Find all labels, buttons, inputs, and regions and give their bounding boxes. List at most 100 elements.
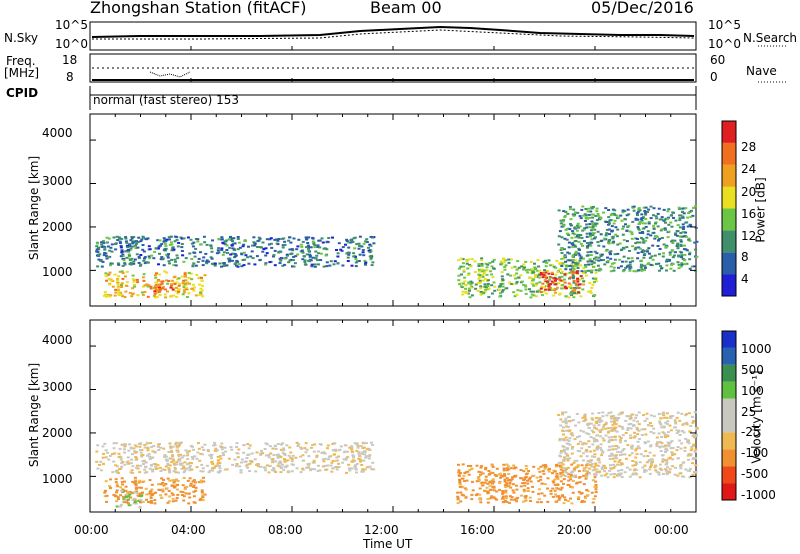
echo-cell xyxy=(554,266,558,269)
echo-cell xyxy=(508,484,511,487)
echo-cell xyxy=(575,263,579,266)
echo-cell xyxy=(609,219,613,222)
echo-cell xyxy=(196,451,200,454)
echo-cell xyxy=(599,233,603,236)
echo-cell xyxy=(507,473,511,475)
echo-cell xyxy=(124,250,128,253)
echo-cell xyxy=(175,461,179,464)
echo-cell xyxy=(658,420,662,423)
echo-cell xyxy=(571,290,575,293)
echo-cell xyxy=(211,463,215,465)
echo-cell xyxy=(193,481,197,484)
echo-cell xyxy=(182,289,186,292)
echo-cell xyxy=(190,258,194,260)
echo-cell xyxy=(577,252,581,255)
echo-cell xyxy=(661,454,665,457)
echo-cell xyxy=(157,449,161,451)
echo-cell xyxy=(269,237,273,240)
echo-cell xyxy=(598,218,602,221)
power-cb-tick-20: 20 xyxy=(741,185,757,199)
echo-cell xyxy=(181,491,185,494)
echo-cell xyxy=(619,472,623,475)
echo-cell xyxy=(603,263,607,266)
echo-cell xyxy=(660,228,664,231)
echo-cell xyxy=(477,273,481,276)
echo-cell xyxy=(326,464,330,467)
echo-cell xyxy=(186,281,190,284)
echo-cell xyxy=(285,444,289,447)
echo-cell xyxy=(571,244,575,246)
echo-cell xyxy=(562,219,566,222)
power-echo-region-5 xyxy=(557,205,699,273)
echo-cell xyxy=(634,217,638,220)
echo-cell xyxy=(333,442,337,445)
echo-cell xyxy=(591,205,595,208)
echo-cell xyxy=(303,261,307,263)
echo-cell xyxy=(680,429,684,432)
echo-cell xyxy=(537,265,541,268)
echo-cell xyxy=(365,241,369,243)
echo-cell xyxy=(589,290,592,293)
echo-cell xyxy=(639,266,643,269)
echo-cell xyxy=(688,258,692,261)
echo-cell xyxy=(233,242,237,245)
echo-cell xyxy=(291,249,295,252)
echo-cell xyxy=(457,463,460,466)
echo-cell xyxy=(574,283,578,286)
echo-cell xyxy=(579,492,583,495)
echo-cell xyxy=(103,491,107,494)
echo-cell xyxy=(498,472,502,475)
echo-cell xyxy=(148,257,152,260)
echo-cell xyxy=(184,283,188,285)
echo-cell xyxy=(559,418,563,421)
echo-cell xyxy=(571,267,575,269)
echo-cell xyxy=(564,268,568,271)
echo-cell xyxy=(665,459,669,462)
echo-cell xyxy=(627,224,631,227)
echo-cell xyxy=(686,454,690,457)
echo-cell xyxy=(168,243,172,246)
echo-cell xyxy=(170,461,174,463)
echo-cell xyxy=(689,215,693,218)
echo-cell xyxy=(578,476,582,478)
echo-cell xyxy=(570,471,574,474)
echo-cell xyxy=(115,489,119,492)
echo-cell xyxy=(622,269,626,272)
echo-cell xyxy=(642,455,646,458)
echo-cell xyxy=(167,468,171,471)
echo-cell xyxy=(107,273,111,276)
echo-cell xyxy=(666,210,670,213)
echo-cell xyxy=(167,489,171,492)
echo-cell xyxy=(562,426,565,429)
echo-cell xyxy=(611,454,615,457)
echo-cell xyxy=(491,478,495,481)
echo-cell xyxy=(624,457,628,460)
echo-cell xyxy=(596,213,600,215)
echo-cell xyxy=(644,469,648,472)
echo-cell xyxy=(327,455,331,458)
echo-cell xyxy=(285,464,289,467)
echo-cell xyxy=(486,263,490,266)
echo-cell xyxy=(153,292,157,295)
echo-cell xyxy=(218,262,222,265)
echo-cell xyxy=(316,246,320,248)
echo-cell xyxy=(572,475,576,478)
echo-cell xyxy=(587,440,591,443)
echo-cell xyxy=(177,455,181,458)
echo-cell xyxy=(644,206,648,209)
echo-cell xyxy=(196,238,200,241)
echo-cell xyxy=(212,466,216,469)
echo-cell xyxy=(279,471,283,474)
echo-cell xyxy=(628,263,632,266)
echo-cell xyxy=(640,251,644,254)
echo-cell xyxy=(685,421,689,424)
echo-cell xyxy=(572,268,576,271)
echo-cell xyxy=(596,230,600,233)
echo-cell xyxy=(694,448,698,451)
echo-cell xyxy=(105,500,108,503)
echo-cell xyxy=(567,479,571,482)
echo-cell xyxy=(242,444,246,447)
echo-cell xyxy=(509,274,513,277)
echo-cell xyxy=(577,235,581,237)
echo-cell xyxy=(648,445,652,448)
